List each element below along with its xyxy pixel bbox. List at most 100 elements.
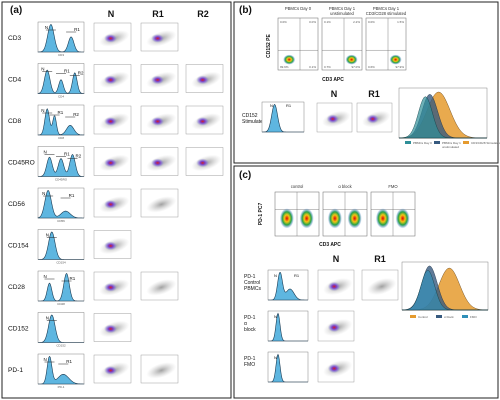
scatter-cd56-n bbox=[93, 188, 132, 218]
panel-c-histogram-1: N R1 bbox=[267, 269, 309, 301]
scatter-pd-1-r1 bbox=[140, 354, 179, 384]
legend-swatch bbox=[462, 315, 468, 318]
gate-label: R1 bbox=[58, 110, 64, 115]
legend-swatch bbox=[463, 141, 469, 144]
panel-c-quadrant-plot-1: control bbox=[274, 184, 320, 237]
x-axis-tick-label: CD56 bbox=[57, 219, 65, 223]
scatter-cd8-r2 bbox=[185, 105, 224, 135]
marker-label-cd4: CD4 bbox=[8, 77, 22, 84]
gate-label: N bbox=[270, 103, 273, 108]
marker-label-cd45ro: CD45RO bbox=[8, 160, 35, 167]
x-axis-tick-label: CD45RO bbox=[55, 178, 68, 182]
panel-a-column-r1: R1 bbox=[152, 9, 164, 19]
x-axis-tick-label: PD-1 bbox=[58, 385, 65, 389]
plot-title: control bbox=[291, 184, 304, 189]
gate-label: N bbox=[46, 233, 49, 238]
panel-c-row-label: PD-1 bbox=[244, 315, 256, 321]
panel-c-y-axis-label: PD-1 PC7 bbox=[258, 203, 264, 226]
quadrant-ur: 0.0% bbox=[309, 20, 316, 24]
marker-label-pd-1: PD-1 bbox=[8, 367, 23, 374]
gate-label: R2 bbox=[76, 154, 82, 159]
legend-swatch bbox=[434, 141, 440, 144]
gate-label: N bbox=[274, 355, 277, 360]
quadrant-ul: 0.0% bbox=[280, 20, 287, 24]
gate-label: R1 bbox=[70, 276, 76, 281]
marker-label-cd28: CD28 bbox=[8, 284, 25, 291]
gate-label: N bbox=[41, 108, 44, 113]
panel-c-row-label: PD-1 bbox=[244, 356, 256, 362]
gate-label: R2 bbox=[73, 112, 79, 117]
panel-b-column-n: N bbox=[331, 89, 338, 99]
plot-title: α block bbox=[338, 184, 352, 189]
panel-a-column-r2: R2 bbox=[197, 9, 209, 19]
x-axis-tick-label: CD152 bbox=[56, 344, 66, 348]
scatter-cd4-r2 bbox=[185, 64, 224, 93]
panel-b-x-axis-label: CD3 APC bbox=[322, 77, 344, 83]
x-axis-tick-label: CD28 bbox=[57, 302, 65, 306]
gate-label: N bbox=[45, 25, 48, 30]
panel-c-column-r1: R1 bbox=[374, 254, 386, 264]
stimulated-label-line-1: CD152 bbox=[242, 113, 258, 119]
panel-a: N R1 R2 CD3 N R1 CD3 CD4 N R1 R2 CD4 CD8 N R1 R2 CD8 CD45… bbox=[8, 9, 224, 389]
legend-swatch bbox=[436, 315, 442, 318]
panel-c-overlay-histogram: Control α block FMO bbox=[401, 261, 489, 319]
scatter-cd3-n bbox=[93, 22, 132, 52]
marker-label-cd152: CD152 bbox=[8, 326, 29, 333]
legend-label-line-2: unstimulated bbox=[442, 145, 459, 149]
histogram-cd56: N R1 CD56 bbox=[37, 187, 85, 223]
gate-label: R1 bbox=[69, 193, 75, 198]
panel-c-histogram-2: N bbox=[267, 310, 309, 342]
quadrant-lr: 0.1% bbox=[309, 65, 316, 69]
histogram-cd154: N CD154 bbox=[37, 229, 85, 265]
plot-title: FMO bbox=[388, 184, 398, 189]
gate-label: R1 bbox=[64, 152, 70, 157]
panel-c-row-label: FMO bbox=[244, 362, 255, 368]
marker-label-cd56: CD56 bbox=[8, 201, 25, 208]
panel-b-scatter-n bbox=[316, 102, 353, 133]
panel-a-label: (a) bbox=[10, 5, 22, 16]
histogram-cd8: N R1 R2 CD8 bbox=[37, 104, 85, 140]
panel-c-quadrant-plot-3: FMO bbox=[370, 184, 416, 237]
panel-c-row-label: Control bbox=[244, 280, 260, 286]
scatter-cd8-r1 bbox=[140, 105, 179, 135]
legend-label: CD3/CD28 Stimulated bbox=[471, 141, 500, 145]
gate-label: N bbox=[274, 314, 277, 319]
panel-c-scatter-n-1 bbox=[317, 269, 355, 301]
legend-label: PBMCs Day 1 bbox=[442, 141, 461, 145]
panel-b-scatter-r1 bbox=[356, 102, 393, 133]
scatter-cd28-r1 bbox=[140, 271, 179, 301]
scatter-cd45ro-n bbox=[93, 147, 132, 176]
gate-label: R1 bbox=[294, 273, 300, 278]
panel-b-histogram: N R1 bbox=[261, 101, 305, 133]
scatter-cd152-n bbox=[93, 313, 132, 342]
panel-c-column-n: N bbox=[333, 254, 340, 264]
scatter-cd28-n bbox=[93, 271, 132, 301]
panel-b-label: (b) bbox=[239, 5, 252, 16]
panel-c-row-label: block bbox=[244, 327, 256, 333]
quadrant-ul: 0.0% bbox=[368, 20, 375, 24]
scatter-cd45ro-r2 bbox=[185, 147, 224, 176]
x-axis-tick-label: CD154 bbox=[56, 261, 66, 265]
gate-label: N bbox=[42, 191, 45, 196]
histogram-cd4: N R1 R2 CD4 bbox=[37, 63, 85, 99]
scatter-pd-1-n bbox=[93, 354, 132, 384]
panel-c-quadrant-plot-2: α block bbox=[322, 184, 368, 237]
legend-label: Control bbox=[418, 315, 428, 319]
panel-c-row-label: PBMCs bbox=[244, 286, 261, 292]
gate-label: R1 bbox=[64, 69, 70, 74]
panel-c-frame bbox=[233, 165, 499, 399]
gate-label: N bbox=[41, 67, 44, 72]
marker-label-cd154: CD154 bbox=[8, 243, 29, 250]
plot-title-line-2: CD3/CD28 stimulated bbox=[366, 11, 407, 16]
gate-label: R1 bbox=[74, 27, 80, 32]
x-axis-tick-label: CD3 bbox=[58, 53, 64, 57]
plot-title: PBMCs Day 1 bbox=[373, 6, 400, 11]
legend-swatch bbox=[410, 315, 416, 318]
panel-c-scatter-n-2 bbox=[317, 310, 355, 342]
quadrant-ll: 99.9% bbox=[280, 65, 289, 69]
